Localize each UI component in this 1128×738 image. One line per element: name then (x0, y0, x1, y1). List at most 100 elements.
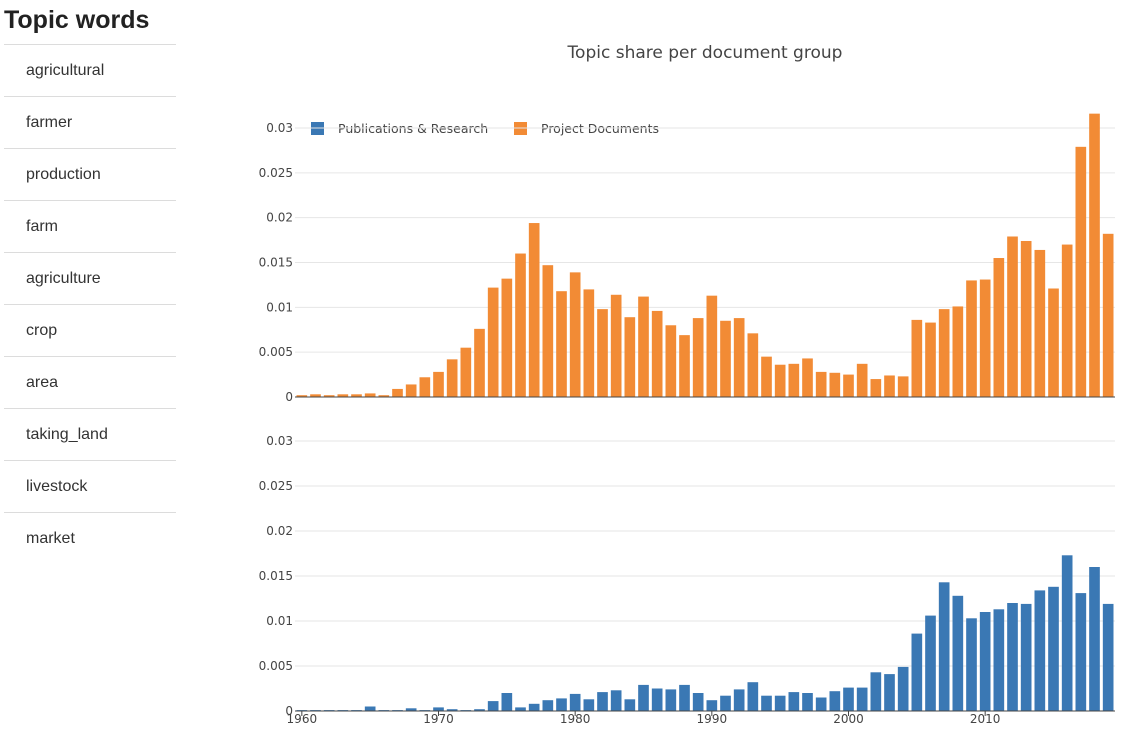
publications-bar[interactable] (624, 699, 636, 711)
project-documents-bar[interactable] (419, 377, 431, 397)
project-documents-bar[interactable] (501, 278, 513, 397)
publications-bar[interactable] (802, 693, 813, 711)
publications-bar[interactable] (897, 666, 909, 711)
publications-bar[interactable] (884, 674, 895, 711)
project-documents-bar[interactable] (528, 223, 540, 397)
publications-bar[interactable] (542, 700, 554, 711)
project-documents-bar[interactable] (925, 322, 936, 397)
publications-bar[interactable] (501, 693, 513, 711)
project-documents-bar[interactable] (679, 335, 690, 397)
topic-word-item[interactable]: taking_land (4, 408, 176, 460)
publications-bar[interactable] (651, 688, 663, 712)
publications-bar[interactable] (1034, 590, 1046, 711)
publications-bar[interactable] (665, 689, 677, 711)
publications-bar[interactable] (1007, 603, 1018, 711)
topic-word-item[interactable]: livestock (4, 460, 176, 512)
publications-bar[interactable] (747, 682, 759, 711)
project-documents-bar[interactable] (364, 393, 376, 397)
project-documents-bar[interactable] (569, 272, 581, 397)
topic-word-item[interactable]: crop (4, 304, 176, 356)
publications-bar[interactable] (433, 707, 444, 711)
project-documents-bar[interactable] (542, 265, 554, 397)
project-documents-bar[interactable] (692, 318, 704, 397)
publications-bar[interactable] (474, 709, 485, 711)
publications-bar[interactable] (583, 699, 595, 711)
project-documents-bar[interactable] (897, 376, 909, 397)
publications-bar[interactable] (446, 709, 458, 711)
project-documents-bar[interactable] (433, 371, 444, 397)
project-documents-bar[interactable] (405, 384, 417, 397)
publications-bar[interactable] (774, 695, 786, 711)
project-documents-bar[interactable] (487, 287, 499, 397)
publications-bar[interactable] (966, 618, 977, 711)
project-documents-bar[interactable] (856, 363, 868, 397)
publications-bar[interactable] (856, 687, 868, 711)
topic-word-item[interactable]: agricultural (4, 44, 176, 96)
project-documents-bar[interactable] (610, 294, 622, 397)
topic-word-item[interactable]: area (4, 356, 176, 408)
project-documents-bar[interactable] (1075, 146, 1087, 397)
publications-bar[interactable] (1102, 603, 1114, 711)
project-documents-bar[interactable] (761, 356, 772, 397)
project-documents-bar[interactable] (1102, 233, 1114, 397)
project-documents-bar[interactable] (665, 325, 677, 397)
project-documents-bar[interactable] (884, 375, 895, 397)
project-documents-bar[interactable] (1020, 240, 1032, 397)
project-documents-bar[interactable] (952, 306, 964, 397)
project-documents-bar[interactable] (583, 289, 595, 397)
publications-bar[interactable] (1089, 567, 1100, 711)
publications-bar[interactable] (487, 701, 499, 711)
project-documents-bar[interactable] (1048, 288, 1059, 397)
project-documents-bar[interactable] (720, 320, 731, 397)
project-documents-bar[interactable] (310, 394, 321, 397)
publications-bar[interactable] (569, 693, 581, 711)
publications-bar[interactable] (1061, 555, 1073, 711)
publications-bar[interactable] (788, 692, 800, 711)
publications-bar[interactable] (364, 706, 376, 712)
publications-bar[interactable] (405, 708, 417, 711)
publications-bar[interactable] (993, 609, 1005, 711)
publications-bar[interactable] (528, 703, 540, 711)
topic-word-item[interactable]: production (4, 148, 176, 200)
project-documents-bar[interactable] (1061, 244, 1073, 397)
project-documents-bar[interactable] (460, 347, 472, 397)
project-documents-bar[interactable] (556, 291, 567, 397)
project-documents-bar[interactable] (1007, 236, 1018, 397)
publications-bar[interactable] (733, 689, 745, 711)
publications-bar[interactable] (638, 684, 649, 711)
project-documents-bar[interactable] (597, 309, 608, 397)
project-documents-bar[interactable] (911, 319, 923, 397)
publications-bar[interactable] (870, 672, 882, 711)
publications-bar[interactable] (679, 684, 690, 711)
project-documents-bar[interactable] (474, 328, 485, 397)
publications-bar[interactable] (706, 700, 718, 711)
publications-bar[interactable] (815, 697, 827, 712)
publications-bar[interactable] (938, 582, 950, 711)
project-documents-bar[interactable] (351, 394, 362, 397)
publications-bar[interactable] (556, 698, 567, 711)
publications-bar[interactable] (952, 595, 964, 711)
topic-word-item[interactable]: agriculture (4, 252, 176, 304)
project-documents-bar[interactable] (378, 395, 390, 397)
project-documents-bar[interactable] (829, 372, 841, 397)
project-documents-bar[interactable] (733, 318, 745, 397)
publications-bar[interactable] (597, 692, 608, 711)
project-documents-bar[interactable] (337, 394, 349, 397)
publications-bar[interactable] (1075, 593, 1087, 711)
project-documents-bar[interactable] (624, 317, 636, 397)
project-documents-bar[interactable] (870, 379, 882, 397)
publications-bar[interactable] (1048, 586, 1059, 711)
project-documents-bar[interactable] (843, 374, 854, 397)
publications-bar[interactable] (1020, 603, 1032, 711)
project-documents-bar[interactable] (993, 258, 1005, 397)
project-documents-bar[interactable] (966, 280, 977, 397)
publications-bar[interactable] (515, 707, 526, 711)
publications-bar[interactable] (829, 691, 841, 711)
topic-word-item[interactable]: farmer (4, 96, 176, 148)
project-documents-bar[interactable] (774, 364, 786, 397)
project-documents-bar[interactable] (638, 296, 649, 397)
topic-word-item[interactable]: farm (4, 200, 176, 252)
publications-bar[interactable] (692, 693, 704, 711)
project-documents-bar[interactable] (323, 395, 335, 397)
publications-bar[interactable] (911, 633, 923, 711)
